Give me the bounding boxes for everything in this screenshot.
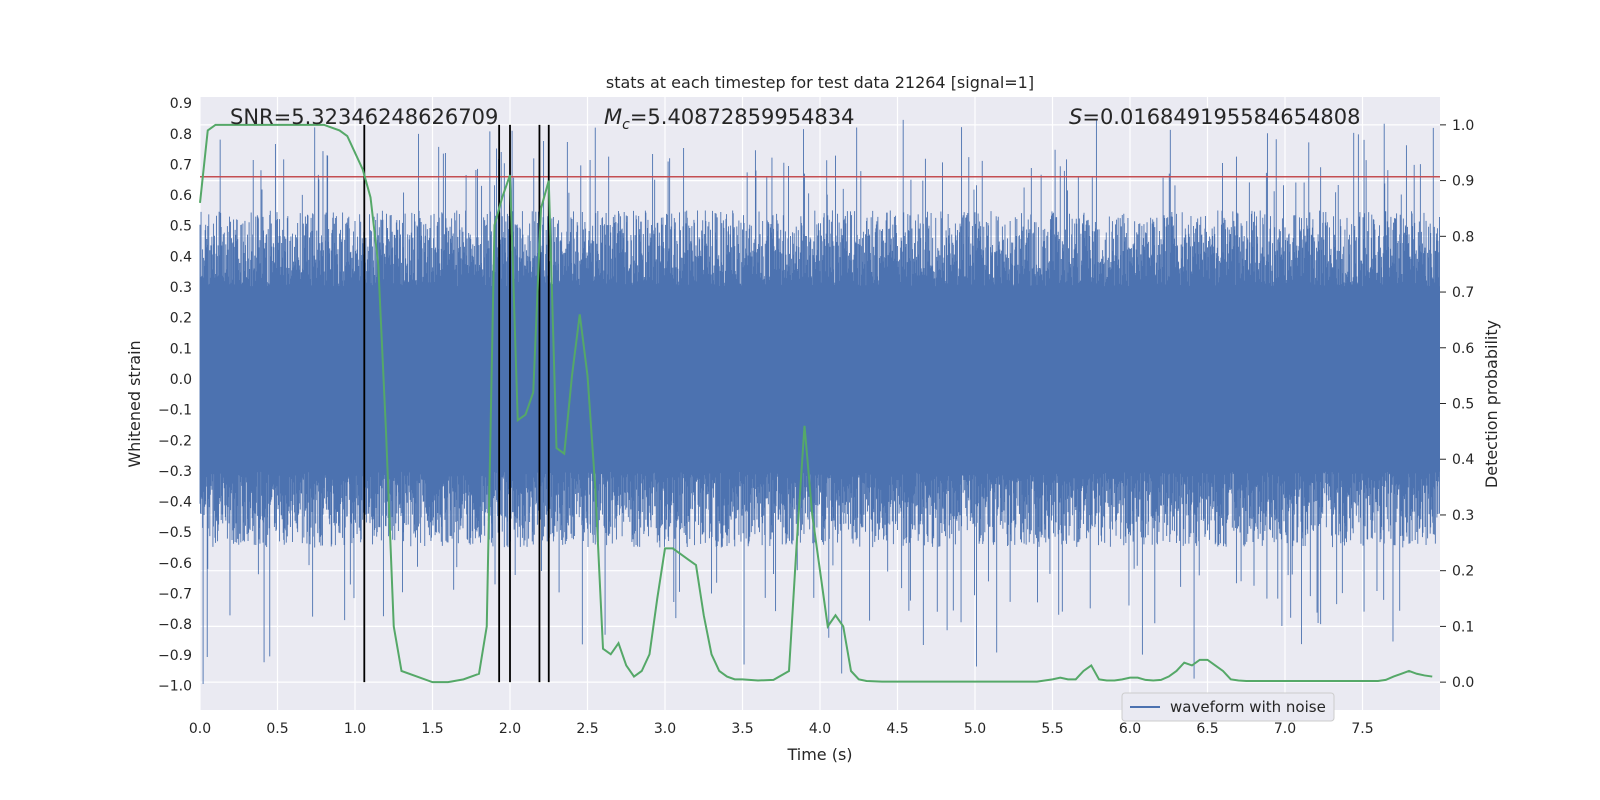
y-left-tick-label: 0.9 <box>170 96 192 112</box>
y-right-tick-label: 0.3 <box>1452 508 1474 524</box>
vertical-markers <box>363 124 550 683</box>
x-tick-label: 3.5 <box>731 721 753 737</box>
waveform-series <box>199 119 1440 685</box>
y-left-tick-label: 0.2 <box>170 311 192 327</box>
y-right-axis-ticks: 1.0 0.9 0.8 0.7 0.6 0.5 0.4 0.3 0.2 0.1 0.0 <box>1440 118 1474 691</box>
x-tick-label: 4.0 <box>809 721 831 737</box>
chart-title: stats at each timestep for test data 212… <box>606 73 1034 92</box>
y-left-tick-label: −0.3 <box>158 464 192 480</box>
y-left-tick-label: 0.6 <box>170 188 192 204</box>
snr-annotation: SNR=5.32346248626709 <box>230 105 498 129</box>
y-left-tick-label: 0.0 <box>170 372 192 388</box>
y-left-tick-label: 0.3 <box>170 280 192 296</box>
legend: waveform with noise <box>1121 692 1335 722</box>
y-right-tick-label: 0.9 <box>1452 174 1474 190</box>
legend-box <box>1121 692 1335 722</box>
y-left-tick-label: −0.1 <box>158 403 192 419</box>
x-tick-label: 0.0 <box>189 721 211 737</box>
x-axis-ticks: 0.0 0.5 1.0 1.5 2.0 2.5 3.0 3.5 4.0 4.5 5.0 5.5 6.0 6… <box>189 721 1374 737</box>
y-left-tick-label: 0.5 <box>170 219 192 235</box>
x-tick-label: 1.0 <box>344 721 366 737</box>
y-left-tick-label: 0.4 <box>170 249 192 265</box>
y-right-tick-label: 1.0 <box>1452 118 1474 134</box>
x-tick-label: 0.5 <box>266 721 288 737</box>
y-right-tick-label: 0.1 <box>1452 619 1474 635</box>
x-tick-label: 2.5 <box>576 721 598 737</box>
y-right-tick-label: 0.8 <box>1452 229 1474 245</box>
x-tick-label: 4.5 <box>886 721 908 737</box>
y-right-tick-label: 0.2 <box>1452 564 1474 580</box>
y-left-tick-label: −1.0 <box>158 678 192 694</box>
x-tick-label: 1.5 <box>421 721 443 737</box>
x-tick-label: 7.0 <box>1274 721 1296 737</box>
y-left-tick-label: −0.4 <box>158 495 192 511</box>
y-right-tick-label: 0.5 <box>1452 397 1474 413</box>
y-left-tick-label: −0.2 <box>158 433 192 449</box>
y-left-tick-label: 0.7 <box>170 157 192 173</box>
x-tick-label: 6.0 <box>1119 721 1141 737</box>
chirp-mass-symbol: M <box>604 105 622 129</box>
x-tick-label: 5.5 <box>1041 721 1063 737</box>
s-annotation: S=0.016849195584654808 <box>1069 105 1360 129</box>
y-left-tick-label: 0.8 <box>170 127 192 143</box>
x-axis-label: Time (s) <box>786 745 852 764</box>
probability-line <box>199 123 1433 684</box>
y-right-tick-label: 0.7 <box>1452 285 1474 301</box>
waveform-core <box>200 286 1440 472</box>
y-right-tick-label: 0.0 <box>1452 675 1474 691</box>
y-left-tick-label: −0.9 <box>158 648 192 664</box>
x-tick-label: 7.5 <box>1351 721 1373 737</box>
chirp-mass-subscript: c <box>622 117 630 133</box>
x-tick-label: 2.0 <box>499 721 521 737</box>
y-left-tick-label: −0.6 <box>158 556 192 572</box>
x-tick-label: 3.0 <box>654 721 676 737</box>
probability-series <box>199 123 1433 684</box>
s-symbol: S <box>1069 105 1082 129</box>
y-right-axis-label: Detection probability <box>1482 320 1501 488</box>
y-left-tick-label: −0.8 <box>158 617 192 633</box>
legend-label-waveform: waveform with noise <box>1170 698 1326 716</box>
y-left-axis-label: Whitened strain <box>125 340 144 467</box>
s-value: =0.016849195584654808 <box>1082 105 1360 129</box>
chirp-mass-value: =5.40872859954834 <box>630 105 855 129</box>
x-tick-label: 6.5 <box>1196 721 1218 737</box>
x-tick-label: 5.0 <box>964 721 986 737</box>
y-right-tick-label: 0.4 <box>1452 452 1474 468</box>
y-left-tick-label: −0.5 <box>158 525 192 541</box>
y-right-tick-label: 0.6 <box>1452 341 1474 357</box>
y-left-tick-label: −0.7 <box>158 587 192 603</box>
chirp-mass-annotation: Mc=5.40872859954834 <box>604 105 855 133</box>
y-left-axis-ticks: 0.9 0.8 0.7 0.6 0.5 0.4 0.3 0.2 0.1 0.0 −0.1 −0.2 −0… <box>158 96 192 694</box>
y-left-tick-label: 0.1 <box>170 341 192 357</box>
